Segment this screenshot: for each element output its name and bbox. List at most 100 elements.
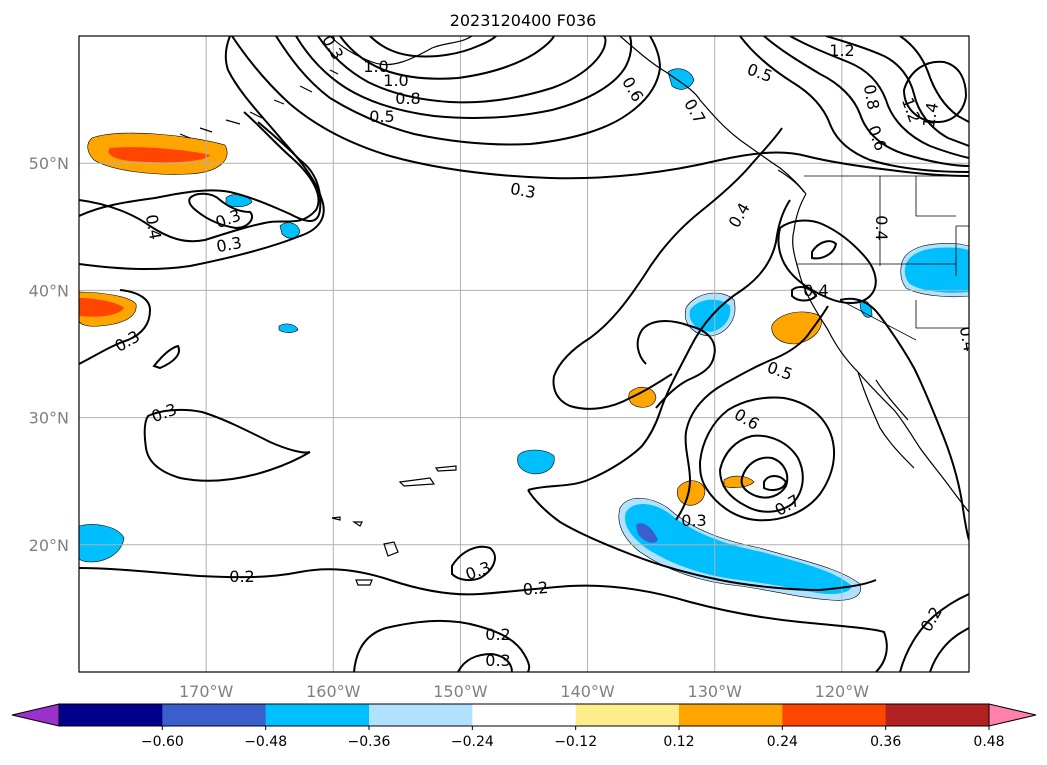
contour-line [825, 36, 969, 147]
colorbar-segment [782, 704, 887, 726]
colorbar-frame [58, 703, 990, 727]
contour-label: 0.3 [681, 511, 706, 530]
longitude-label: 170°W [179, 682, 234, 701]
colorbar-segment [59, 704, 163, 726]
contour-line [791, 286, 818, 302]
latitude-labels: 50°N 40°N 30°N 20°N [29, 154, 69, 555]
contour-line [353, 619, 531, 672]
shaded-anomalies [79, 68, 969, 601]
contour-line [789, 36, 969, 159]
colorbar-label: −0.60 [141, 734, 184, 750]
contour-line [79, 111, 320, 243]
colorbar-labels: −0.60 −0.48 −0.36 −0.24 −0.12 0.12 0.24 0.36 0.4… [141, 726, 1005, 750]
longitude-label: 130°W [688, 682, 743, 701]
contour-line [79, 36, 325, 271]
contour-line [899, 36, 969, 123]
state-borders [796, 176, 969, 341]
colorbar [11, 703, 1037, 727]
contour-line [899, 593, 969, 672]
contour-line [79, 567, 888, 672]
contour-line [811, 240, 838, 260]
positive-anomaly-region [771, 311, 822, 345]
vancouver-island [777, 169, 805, 193]
contour-label: 0.8 [395, 89, 420, 108]
contour-label: 0.2 [485, 625, 510, 644]
colorbar-label: −0.48 [244, 734, 287, 750]
contour-line [902, 60, 968, 124]
contour-line [339, 36, 555, 80]
contour-lines [79, 36, 969, 672]
longitude-label: 120°W [815, 682, 870, 701]
contour-line [839, 297, 969, 541]
colorbar-segment [472, 704, 577, 726]
colorbar-label: −0.24 [451, 734, 494, 750]
negative-anomaly-region [278, 323, 299, 333]
longitude-label: 160°W [306, 682, 361, 701]
negative-anomaly-region [517, 449, 555, 475]
contour-line [451, 545, 496, 582]
contour-line [929, 627, 969, 672]
contour-line [636, 320, 716, 409]
colorbar-extend-low [11, 703, 60, 727]
positive-anomaly-region [79, 298, 124, 317]
positive-anomaly-region [723, 475, 755, 488]
contour-label: 0.4 [872, 215, 891, 240]
contour-line [698, 396, 836, 522]
contour-line [231, 36, 969, 180]
latitude-label: 20°N [29, 536, 69, 555]
contour-label: 0.8 [860, 83, 883, 111]
colorbar-label: 0.24 [767, 734, 798, 750]
colorbar-label: −0.36 [348, 734, 391, 750]
contour-line [552, 373, 673, 410]
contour-line [275, 36, 662, 146]
contour-line [188, 192, 254, 230]
contour-line [777, 219, 877, 304]
longitude-labels: 170°W 160°W 150°W 140°W 130°W 120°W [179, 682, 869, 701]
baja-california [857, 371, 915, 469]
contour-label: 0.4 [803, 281, 828, 300]
contour-line [553, 127, 783, 377]
negative-anomaly-region [624, 503, 852, 594]
grid-lines [79, 36, 969, 672]
contour-label: 0.4 [956, 325, 979, 353]
colorbar-segment [885, 704, 990, 726]
negative-anomaly-region [636, 523, 658, 543]
contour-label: 1.2 [829, 41, 854, 60]
contour-label: 1.0 [383, 71, 408, 90]
plot-frame [78, 35, 970, 673]
contour-line [527, 489, 877, 592]
colorbar-extend-high [988, 703, 1037, 727]
plot-area: 1.0 1.2 1.0 0.8 0.6 1.2 1.4 0.5 0.8 0.6 … [79, 36, 979, 672]
contour-line [369, 36, 497, 58]
longitude-label: 150°W [433, 682, 488, 701]
contour-label: 0.3 [215, 233, 243, 256]
latitude-label: 30°N [29, 409, 69, 428]
longitude-label: 140°W [560, 682, 615, 701]
contour-line [763, 475, 788, 491]
contour-label: 0.3 [485, 651, 510, 670]
contour-line [457, 652, 513, 672]
contour-line [740, 456, 789, 499]
contour-label: 0.4 [142, 213, 165, 241]
alaska-coastline [329, 36, 807, 195]
colorbar-label: 0.36 [870, 734, 901, 750]
contour-line [143, 408, 311, 482]
coastlines [179, 36, 969, 586]
negative-anomaly-region [667, 68, 695, 90]
positive-anomaly-region [108, 147, 210, 163]
contour-label: 0.2 [229, 567, 254, 586]
contour-label: 0.3 [509, 179, 537, 202]
negative-anomaly-region [904, 247, 969, 293]
colorbar-segment [265, 704, 370, 726]
positive-anomaly-region [676, 480, 706, 506]
colorbar-segment [575, 704, 680, 726]
contour-label: 0.2 [522, 578, 549, 599]
contour-line [295, 36, 633, 119]
colorbar-label: 0.48 [973, 734, 1004, 750]
latitude-label: 40°N [29, 281, 69, 300]
contour-line [527, 199, 791, 491]
contour-line [739, 36, 969, 173]
latitude-label: 50°N [29, 154, 69, 173]
hawaii-islands [331, 465, 457, 586]
contour-line [317, 36, 607, 104]
